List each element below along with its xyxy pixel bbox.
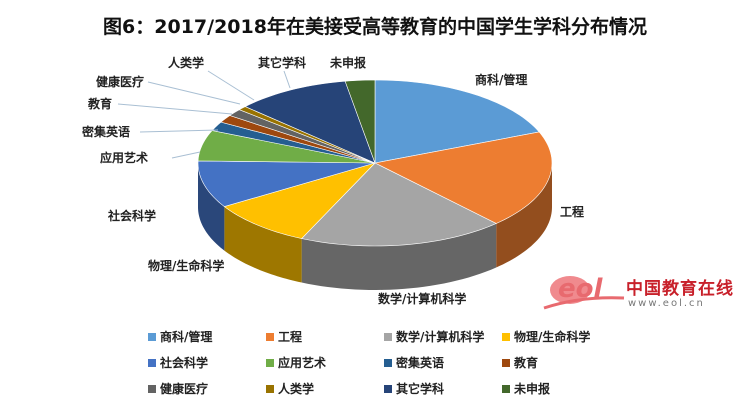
legend-swatch-icon xyxy=(502,332,510,341)
pie-slice-5[interactable] xyxy=(197,130,376,164)
logo-swoosh-icon xyxy=(543,276,625,310)
logo-url: www.eol.cn xyxy=(628,298,705,309)
eol-logo: eol 中国教育在线 www.eol.cn xyxy=(540,268,740,318)
logo-name: 中国教育在线 xyxy=(626,279,734,299)
legend-label: 数学/计算机科学 xyxy=(396,330,485,344)
pie-side-3 xyxy=(224,206,302,283)
leader-line-6 xyxy=(139,129,219,133)
pie-slice-1[interactable] xyxy=(374,131,553,224)
legend-label: 应用艺术 xyxy=(278,356,327,370)
legend-item-3: 物理/生命科学 xyxy=(502,328,620,345)
leader-line-7 xyxy=(117,103,233,115)
pie-slice-0[interactable] xyxy=(374,79,540,164)
legend-swatch-icon xyxy=(384,358,392,367)
legend-label: 未申报 xyxy=(514,382,551,396)
legend-label: 物理/生命科学 xyxy=(514,330,591,344)
logo-eol-text: eol xyxy=(558,274,603,304)
legend-item-5: 应用艺术 xyxy=(266,354,384,371)
data-label-2: 数学/计算机科学 xyxy=(378,291,466,306)
legend-swatch-icon xyxy=(502,358,510,367)
data-label-3: 物理/生命科学 xyxy=(148,258,224,273)
pie-slice-2[interactable] xyxy=(301,162,497,247)
legend-item-2: 数学/计算机科学 xyxy=(384,328,502,345)
legend-item-0: 商科/管理 xyxy=(148,328,266,345)
pie-side-2 xyxy=(301,223,497,290)
legend-item-6: 密集英语 xyxy=(384,354,502,371)
data-label-10: 其它学科 xyxy=(258,55,306,70)
pie-side-4 xyxy=(198,163,225,251)
legend-item-9: 人类学 xyxy=(266,380,384,397)
data-label-8: 健康医疗 xyxy=(96,74,144,89)
legend-swatch-icon xyxy=(384,332,392,341)
legend-item-8: 健康医疗 xyxy=(148,380,266,397)
pie-slice-4[interactable] xyxy=(197,160,376,207)
data-label-7: 教育 xyxy=(87,96,112,111)
pie-side-1 xyxy=(496,163,552,268)
legend-item-4: 社会科学 xyxy=(148,354,266,371)
chart-title: 图6：2017/2018年在美接受高等教育的中国学生学科分布情况 xyxy=(103,16,647,38)
legend-label: 教育 xyxy=(514,356,539,370)
legend-item-10: 其它学科 xyxy=(384,380,502,397)
data-label-1: 工程 xyxy=(560,204,584,219)
legend-label: 其它学科 xyxy=(396,382,445,396)
pie-slice-11[interactable] xyxy=(344,79,376,164)
legend-swatch-icon xyxy=(502,384,510,393)
legend-item-7: 教育 xyxy=(502,354,620,371)
legend-label: 商科/管理 xyxy=(160,330,213,344)
legend: 商科/管理 工程 数学/计算机科学 物理/生命科学社会科学 应用艺术 密集英语 教育健康医疗… xyxy=(148,328,618,397)
leader-line-9 xyxy=(207,70,255,101)
legend-swatch-icon xyxy=(148,384,156,393)
legend-item-11: 未申报 xyxy=(502,380,620,397)
legend-swatch-icon xyxy=(148,358,156,367)
legend-label: 工程 xyxy=(278,330,303,344)
legend-swatch-icon xyxy=(266,358,274,367)
data-label-5: 应用艺术 xyxy=(100,150,148,165)
data-label-0: 商科/管理 xyxy=(475,72,527,87)
legend-swatch-icon xyxy=(384,384,392,393)
data-label-9: 人类学 xyxy=(168,55,204,70)
legend-swatch-icon xyxy=(266,384,274,393)
leader-line-10 xyxy=(283,70,291,89)
data-label-11: 未申报 xyxy=(329,55,366,70)
data-label-4: 社会科学 xyxy=(107,208,156,223)
leader-line-8 xyxy=(147,81,241,105)
legend-label: 人类学 xyxy=(278,382,315,396)
leader-line-5 xyxy=(171,151,201,159)
legend-swatch-icon xyxy=(266,332,274,341)
pie-slice-3[interactable] xyxy=(223,162,377,239)
legend-label: 社会科学 xyxy=(160,356,209,370)
pie-slice-10[interactable] xyxy=(244,80,376,164)
legend-label: 密集英语 xyxy=(396,356,445,370)
legend-item-1: 工程 xyxy=(266,328,384,345)
legend-label: 健康医疗 xyxy=(160,382,209,396)
legend-swatch-icon xyxy=(148,332,156,341)
data-label-6: 密集英语 xyxy=(82,124,130,139)
